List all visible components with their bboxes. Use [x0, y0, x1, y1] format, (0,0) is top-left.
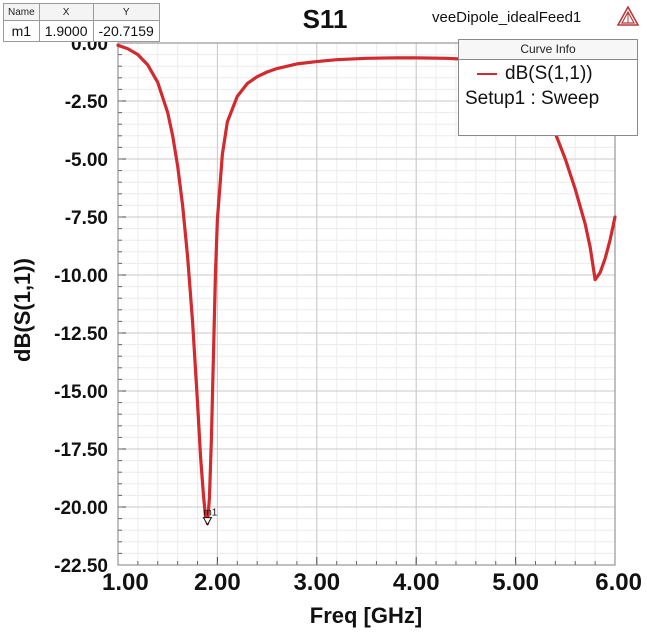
y-tick-label: -12.50: [54, 324, 108, 345]
x-axis-label: Freq [GHz]: [310, 603, 422, 628]
marker-table-header-name: Name: [3, 3, 40, 21]
marker-m1-icon: [202, 517, 213, 526]
x-tick-label: 4.00: [393, 569, 440, 596]
x-tick-label: 5.00: [492, 569, 539, 596]
marker-table-name: m1: [3, 20, 40, 42]
y-tick-label: -22.50: [54, 556, 108, 577]
x-tick-label: 6.00: [595, 569, 642, 596]
legend-title: Curve Info: [459, 40, 637, 60]
y-tick-label: -5.00: [65, 150, 108, 171]
marker-table-header-y: Y: [92, 3, 160, 21]
marker-table-header-x: X: [38, 3, 94, 21]
y-tick-label: -10.00: [54, 266, 108, 287]
plot-frame: [117, 42, 616, 566]
legend-entry[interactable]: dB(S(1,1)): [459, 60, 637, 88]
y-tick-label: -2.50: [65, 92, 108, 113]
series-line-dbs11: [116, 43, 617, 526]
marker-m1-group[interactable]: m1: [202, 508, 218, 526]
curve-info-legend[interactable]: Curve Info dB(S(1,1)) Setup1 : Sweep: [458, 39, 638, 136]
legend-entry-label: dB(S(1,1)): [505, 63, 593, 84]
marker-table-row[interactable]: m1 1.9000 -20.7159: [3, 20, 160, 42]
legend-setup-label: Setup1 : Sweep: [465, 88, 600, 109]
x-tick-label: 1.00: [102, 569, 149, 596]
marker-table: Name X Y m1 1.9000 -20.7159: [3, 3, 160, 42]
y-tick-label: -15.00: [54, 382, 108, 403]
hfss-logo-icon: [617, 6, 639, 26]
design-name: veeDipole_idealFeed1: [432, 9, 582, 26]
chart-title: S11: [302, 4, 348, 34]
y-axis-label: dB(S(1,1)): [10, 258, 35, 362]
axis-tick-labels: 1.00 2.00 3.00 4.00 5.00 6.000.00-2.50-5.00-7…: [54, 34, 642, 596]
marker-table-x: 1.9000: [38, 20, 94, 42]
axis-ticks: [117, 42, 616, 566]
marker-m1-label: m1: [203, 508, 217, 519]
y-tick-label: -17.50: [54, 440, 108, 461]
y-tick-label: -7.50: [65, 208, 108, 229]
marker-table-y: -20.7159: [92, 20, 160, 42]
x-tick-label: 3.00: [293, 569, 340, 596]
x-tick-label: 2.00: [194, 569, 241, 596]
y-tick-label: -20.00: [54, 498, 108, 519]
legend-swatch: [477, 73, 497, 75]
